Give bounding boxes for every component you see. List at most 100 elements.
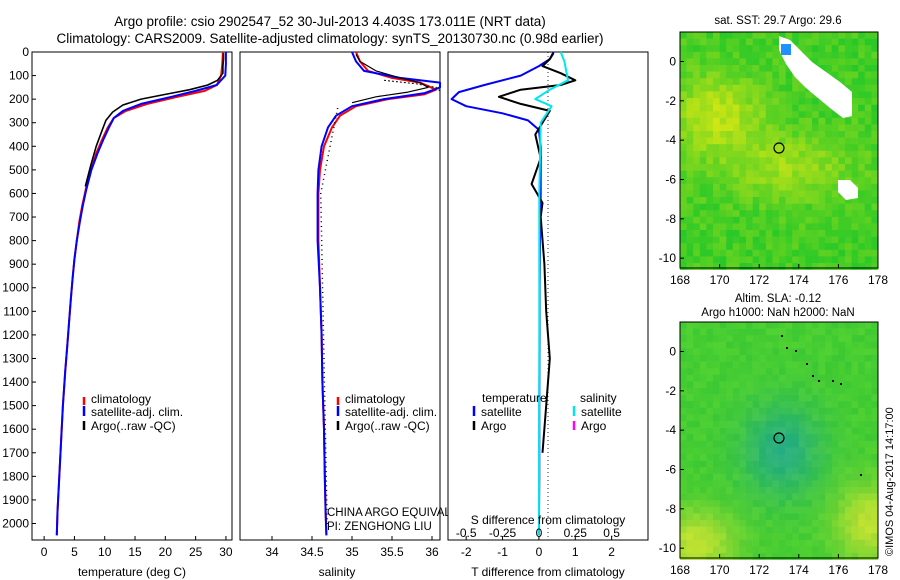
map-cell <box>765 170 773 178</box>
map-cell <box>851 38 859 46</box>
map-cell <box>713 553 720 560</box>
map-cell <box>726 427 734 435</box>
map-cell <box>812 216 819 224</box>
map-cell <box>831 394 839 402</box>
island-dot <box>795 350 797 352</box>
map-cell <box>693 368 701 376</box>
map-cell <box>680 203 687 211</box>
map-cell <box>818 190 826 198</box>
map-cell <box>871 520 879 527</box>
map-cell <box>838 414 846 422</box>
map-cell <box>680 98 687 105</box>
map-cell <box>845 117 852 125</box>
map-cell <box>686 526 694 534</box>
map-cell <box>719 157 727 165</box>
map-cell <box>752 388 760 395</box>
map-cell <box>785 84 793 92</box>
map-cell <box>831 131 839 138</box>
map-cell <box>746 256 753 264</box>
map-cell <box>713 513 720 521</box>
map-cell <box>851 203 859 211</box>
map-cell <box>818 243 826 251</box>
map-cell <box>746 32 753 39</box>
map-cell <box>693 454 701 461</box>
map-cell <box>779 487 786 494</box>
map-cell <box>838 124 846 132</box>
map-cell <box>719 98 727 105</box>
map-cell <box>726 263 734 270</box>
map-cell <box>719 355 727 362</box>
map-cell <box>772 104 780 112</box>
map-cell <box>765 341 773 349</box>
map-cell <box>732 216 740 224</box>
map-cell <box>759 177 767 185</box>
map-cell <box>693 427 701 435</box>
map-cell <box>845 427 852 435</box>
map-cell <box>699 427 707 435</box>
map-cell <box>732 117 740 125</box>
map-cell <box>785 328 793 336</box>
map-cell <box>693 157 701 165</box>
map-cell <box>831 236 839 244</box>
y-tick-label: 0 <box>669 345 676 359</box>
map-cell <box>792 223 800 231</box>
legend-satellite-label: satellite-adj. clim. <box>91 405 183 419</box>
map-cell <box>818 506 826 514</box>
map-cell <box>805 381 813 389</box>
map-cell <box>851 84 859 92</box>
map-cell <box>680 388 687 395</box>
map-cell <box>765 348 773 356</box>
map-cell <box>818 526 826 534</box>
map-cell <box>693 546 701 554</box>
map-cell <box>805 394 813 402</box>
map-cell <box>864 150 872 158</box>
map-cell <box>792 111 800 119</box>
map-cell <box>779 335 786 343</box>
map-cell <box>858 341 866 349</box>
map-cell <box>851 355 859 362</box>
map-cell <box>864 361 872 369</box>
map-cell <box>871 236 879 244</box>
map-cell <box>825 480 833 488</box>
map-cell <box>732 137 740 145</box>
map-cell <box>693 414 701 422</box>
map-cell <box>726 374 734 382</box>
map-cell <box>686 328 694 336</box>
map-cell <box>798 197 806 204</box>
map-cell <box>759 520 767 527</box>
map-cell <box>845 256 852 264</box>
map-cell <box>759 197 767 204</box>
x-tick-label: 168 <box>670 273 690 287</box>
map-cell <box>726 157 734 165</box>
map-cell <box>831 210 839 218</box>
map-cell <box>779 361 786 369</box>
map-cell <box>864 341 872 349</box>
map-cell <box>752 368 760 376</box>
map-cell <box>845 328 852 336</box>
map-cell <box>752 520 760 527</box>
map-cell <box>871 249 879 257</box>
map-cell <box>693 71 701 79</box>
map-cell <box>765 335 773 343</box>
map-cell <box>851 71 859 79</box>
map-cell <box>838 144 846 152</box>
map-cell <box>752 170 760 178</box>
map-cell <box>812 440 819 448</box>
map-cell <box>831 368 839 376</box>
sst-map-title: sat. SST: 29.7 Argo: 29.6 <box>714 15 841 27</box>
map-cell <box>772 78 780 86</box>
map-cell <box>812 322 819 329</box>
map-cell <box>746 526 753 534</box>
map-cell <box>812 407 819 415</box>
map-cell <box>825 111 833 119</box>
map-cell <box>805 210 813 218</box>
map-cell <box>759 223 767 231</box>
x-tick-label: 34.5 <box>300 545 324 559</box>
map-cell <box>851 216 859 224</box>
map-cell <box>752 78 760 86</box>
map-cell <box>726 117 734 125</box>
map-cell <box>719 243 727 251</box>
y-tick-label: -2 <box>665 94 676 108</box>
map-cell <box>838 447 846 455</box>
map-cell <box>752 197 760 204</box>
